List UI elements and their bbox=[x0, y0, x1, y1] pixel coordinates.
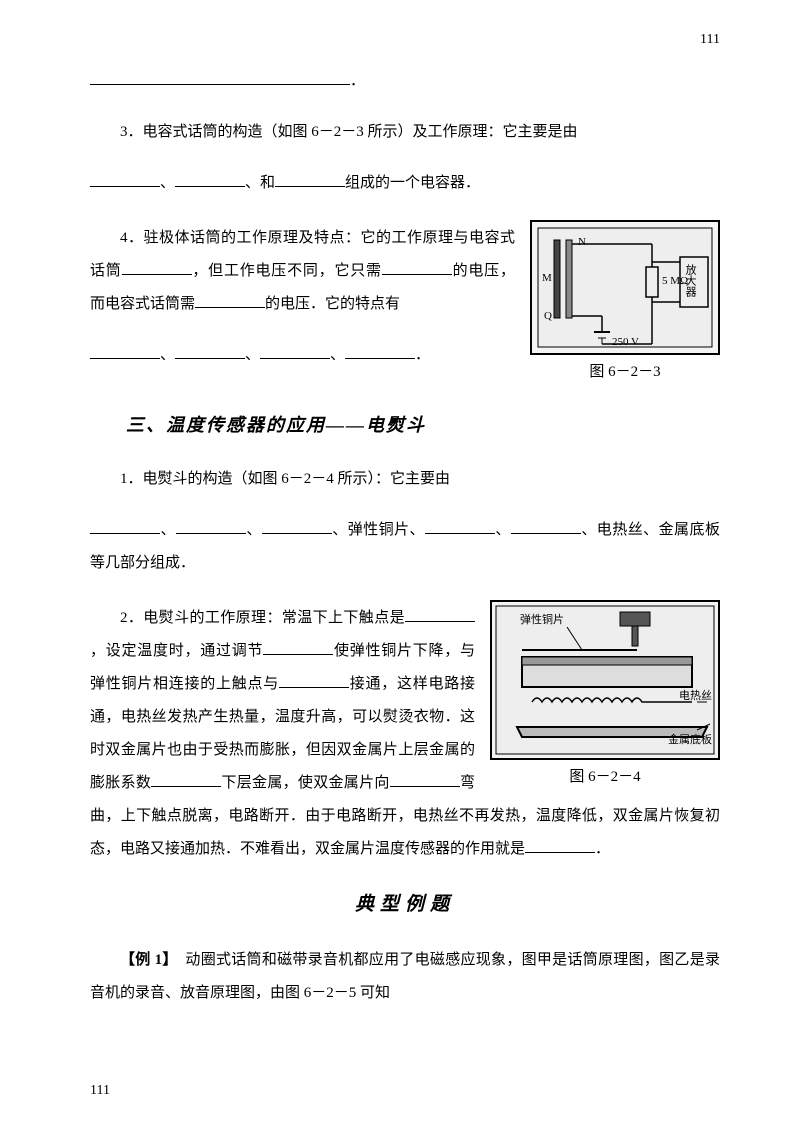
figure-6-2-4-caption: 图 6－2－4 bbox=[490, 766, 720, 789]
figure-6-2-4-block: 弹性铜片 电热丝 金属底板 图 6－2－4 bbox=[490, 600, 720, 789]
label-v: 250 V bbox=[612, 336, 639, 348]
section-3-title: 三、温度传感器的应用——电熨斗 bbox=[90, 406, 720, 446]
label-n: N bbox=[578, 236, 586, 248]
label-heater: 电热丝 bbox=[679, 690, 712, 702]
s3-question-1: 1．电熨斗的构造（如图 6－2－4 所示）：它主要由 bbox=[90, 463, 720, 496]
example-1: 【例 1】 动圈式话筒和磁带录音机都应用了电磁感应现象，图甲是话筒原理图，图乙是… bbox=[90, 944, 720, 1010]
page-number-bottom: 111 bbox=[90, 1076, 110, 1107]
figure-6-2-3-diagram: N M Q 5 MΩ 250 V 放大器 bbox=[530, 220, 720, 355]
example-1-label: 【例 1】 bbox=[120, 952, 170, 968]
question-3: 3．电容式话筒的构造（如图 6－2－3 所示）及工作原理：它主要是由 bbox=[90, 116, 720, 149]
question-3-blanks: 、、和组成的一个电容器． bbox=[90, 167, 720, 200]
label-m: M bbox=[542, 272, 552, 284]
page-number-top: 111 bbox=[700, 25, 720, 56]
figure-6-2-3-block: N M Q 5 MΩ 250 V 放大器 图 6－2－3 bbox=[530, 220, 720, 384]
label-base: 金属底板 bbox=[668, 734, 712, 746]
s3-question-1-blanks: 、、、弹性铜片、、、电热丝、金属底板等几部分组成． bbox=[90, 514, 720, 580]
examples-title: 典型例题 bbox=[90, 884, 720, 926]
label-q: Q bbox=[544, 310, 552, 322]
q3-prefix: 3．电容式话筒的构造（如图 6－2－3 所示）及工作原理：它主要是由 bbox=[120, 124, 578, 140]
main-content: ． 3．电容式话筒的构造（如图 6－2－3 所示）及工作原理：它主要是由 、、和… bbox=[90, 65, 720, 1010]
label-spring: 弹性铜片 bbox=[520, 614, 564, 626]
label-amp: 放大器 bbox=[684, 264, 696, 297]
figure-6-2-4-diagram: 弹性铜片 电热丝 金属底板 bbox=[490, 600, 720, 760]
blank-line-top: ． bbox=[90, 65, 720, 98]
figure-6-2-3-caption: 图 6－2－3 bbox=[530, 361, 720, 384]
example-1-text: 动圈式话筒和磁带录音机都应用了电磁感应现象，图甲是话筒原理图，图乙是录音机的录音… bbox=[90, 952, 720, 1001]
